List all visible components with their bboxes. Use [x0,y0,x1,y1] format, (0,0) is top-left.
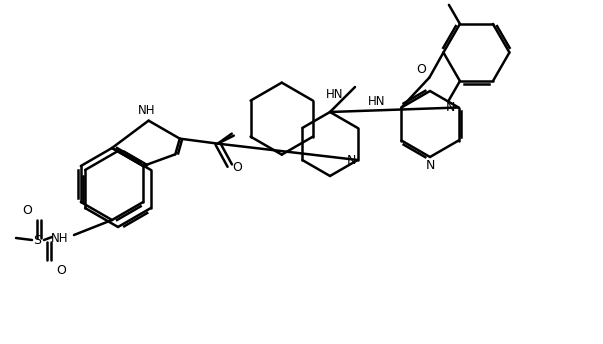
Text: N: N [347,153,356,166]
Text: N: N [425,159,435,172]
Text: HN: HN [326,88,343,101]
Text: O: O [56,264,66,277]
Text: N: N [446,101,455,114]
Text: NH: NH [51,232,69,245]
Text: O: O [232,161,242,174]
Text: O: O [22,204,32,216]
Text: HN: HN [368,95,385,108]
Text: NH: NH [138,104,156,117]
Text: O: O [417,63,426,76]
Text: S: S [33,234,41,247]
